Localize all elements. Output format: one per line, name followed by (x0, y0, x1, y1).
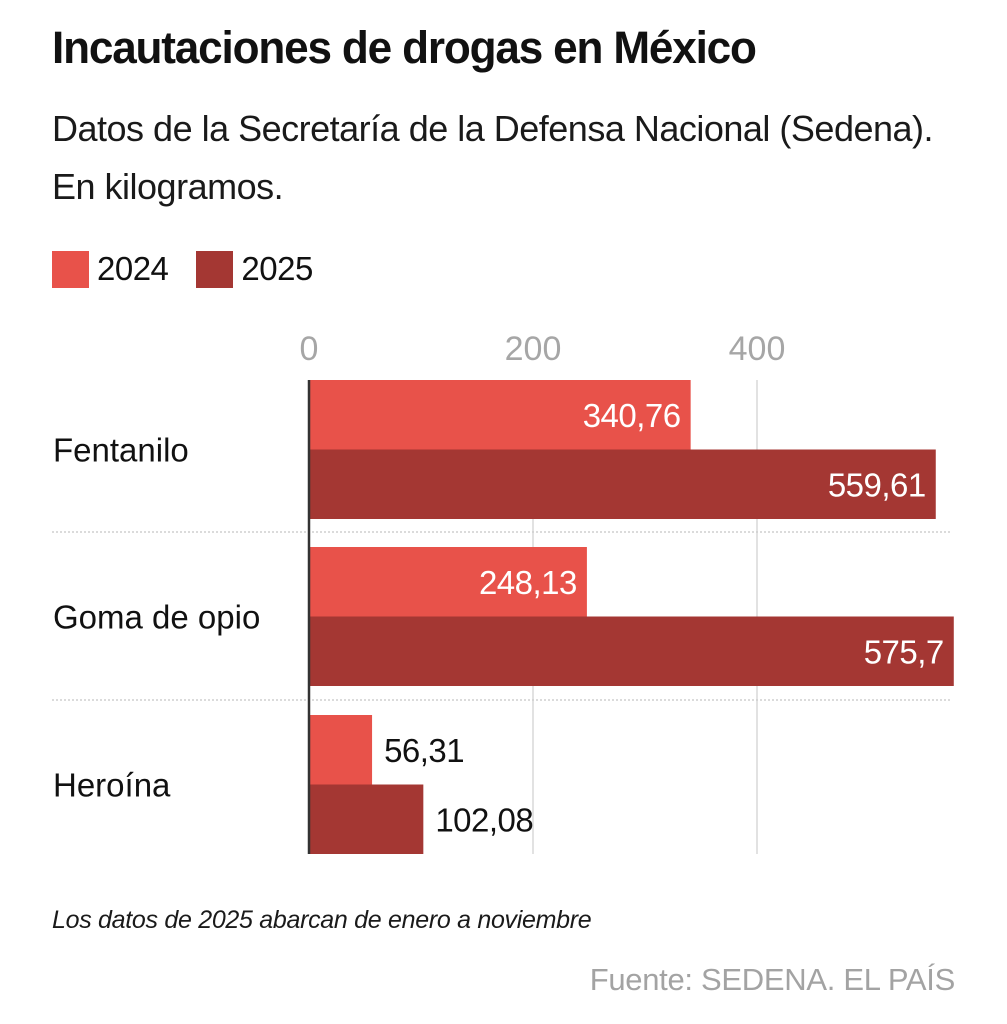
value-label-2025-1: 575,7 (864, 633, 944, 670)
value-label-2024-0: 340,76 (583, 397, 681, 434)
legend-item-2024: 2024 (52, 250, 169, 288)
category-label-2: Heroína (53, 767, 171, 804)
value-label-2025-0: 559,61 (828, 466, 926, 503)
legend-swatch-2025 (196, 250, 234, 288)
value-label-2025-2: 102,08 (435, 801, 533, 838)
legend: 2024 2025 (52, 250, 341, 288)
bar-2024-1 (309, 547, 587, 617)
bar-chart: 0 200 400 Fentanilo 340,76 559,61 Goma de opio… (52, 330, 954, 854)
x-tick-label-200: 200 (505, 330, 562, 368)
bar-2024-0 (309, 380, 691, 450)
category-label-1: Goma de opio (53, 599, 260, 636)
footnote: Los datos de 2025 abarcan de enero a nov… (52, 906, 592, 934)
value-label-2024-1: 248,13 (479, 564, 577, 601)
chart-title: Incautaciones de drogas en México (52, 22, 757, 73)
legend-item-2025: 2025 (196, 250, 313, 288)
x-tick-label-400: 400 (729, 330, 786, 368)
bar-2025-2 (309, 784, 424, 854)
chart-subtitle: Datos de la Secretaría de la Defensa Nac… (52, 108, 934, 207)
legend-swatch-2024 (52, 250, 89, 288)
bar-2025-0 (309, 449, 936, 519)
bar-2025-1 (309, 616, 954, 686)
value-label-2024-2: 56,31 (384, 732, 464, 769)
legend-label-2025: 2025 (241, 250, 313, 287)
legend-label-2024: 2024 (97, 250, 169, 287)
x-tick-label-0: 0 (300, 330, 319, 368)
source-credit: Fuente: SEDENA. EL PAÍS (589, 962, 956, 997)
category-label-0: Fentanilo (53, 432, 189, 469)
bar-2024-2 (309, 715, 373, 785)
